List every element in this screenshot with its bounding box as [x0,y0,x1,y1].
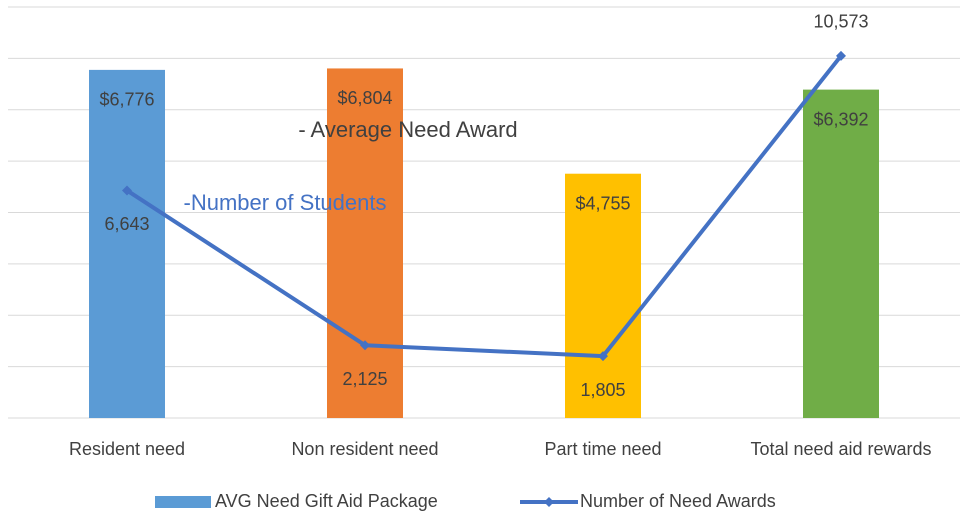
line-marker [836,50,846,61]
bar-label: $4,755 [575,193,630,213]
legend-label: Number of Need Awards [580,491,776,511]
annotation: - Average Need Award [298,117,517,142]
annotation: -Number of Students [184,190,387,215]
line-label: 2,125 [342,369,387,389]
bar-label: $6,776 [99,90,154,110]
legend-swatch [155,496,211,508]
line [125,54,843,359]
legend-marker [544,497,554,507]
bar [327,68,403,418]
bar-label: $6,392 [813,109,868,129]
legend-label: AVG Need Gift Aid Package [215,491,438,511]
bar [565,173,641,418]
line-marker [360,340,370,351]
bar-label: $6,804 [337,88,392,108]
line-label: 10,573 [813,12,868,32]
x-tick-label: Part time need [544,439,661,459]
line-label: 1,805 [580,380,625,400]
x-tick-label: Resident need [69,439,185,459]
line-label: 6,643 [104,214,149,234]
bar [89,69,165,419]
bar [803,89,879,419]
line-marker [122,185,132,196]
line-marker [598,351,608,362]
x-tick-label: Total need aid rewards [750,439,931,459]
x-tick-label: Non resident need [291,439,438,459]
